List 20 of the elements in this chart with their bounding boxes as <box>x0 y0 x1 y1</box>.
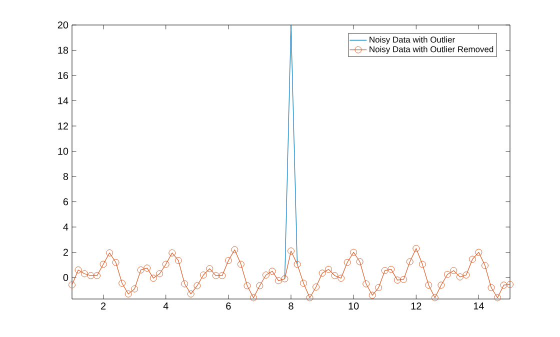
y-tick-label: 6 <box>63 198 68 206</box>
y-tick-label: 4 <box>63 224 68 230</box>
y-tick-label: 8 <box>63 172 68 180</box>
x-tick-label: 10 <box>348 302 359 310</box>
x-tick-label: 4 <box>163 302 168 310</box>
x-tick-label: 8 <box>288 302 294 310</box>
y-tick-label: 12 <box>58 122 68 130</box>
x-tick-label: 12 <box>411 302 422 310</box>
y-tick-label: 2 <box>63 248 68 256</box>
legend-label: Noisy Data with Outlier <box>370 36 455 44</box>
y-tick-label: 10 <box>58 148 68 155</box>
y-tick-label: 20 <box>58 21 68 29</box>
x-tick-label: 2 <box>101 302 106 310</box>
x-tick-label: 6 <box>226 302 231 310</box>
y-tick-label: 18 <box>58 46 68 54</box>
y-tick-label: 14 <box>58 97 68 104</box>
x-tick-label: 14 <box>474 302 484 310</box>
y-tick-label: 0 <box>63 274 68 282</box>
legend-label: Noisy Data with Outlier Removed <box>370 46 494 54</box>
y-tick-label: 16 <box>58 72 68 80</box>
